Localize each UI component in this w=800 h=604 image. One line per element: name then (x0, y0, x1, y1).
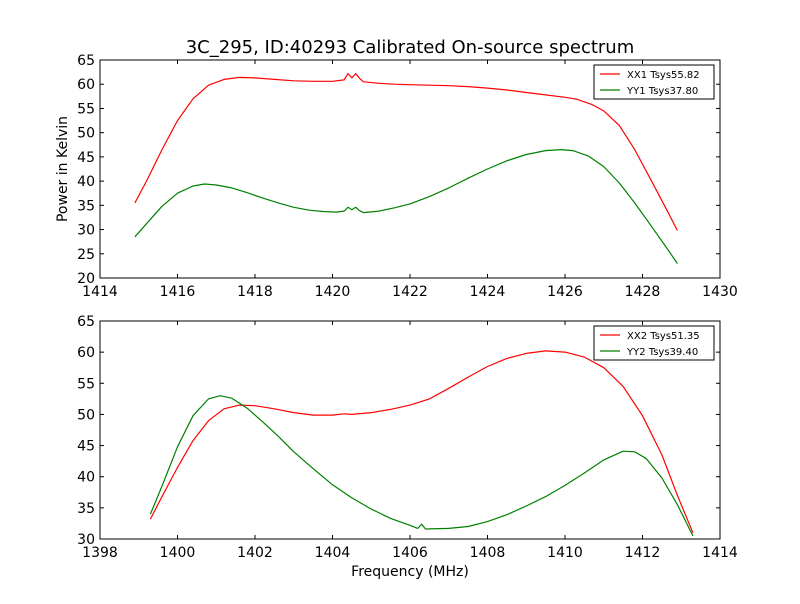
series-line-2 (134, 149, 678, 264)
y-tick-label: 35 (77, 198, 95, 214)
top-spectrum-plot: 1414 1416 1418 1420 1422 1424 1426 1428 1430 20 25… (77, 53, 738, 300)
series-line-1 (149, 350, 694, 534)
y-tick-label: 65 (77, 314, 95, 330)
y-tick-label: 50 (77, 126, 95, 142)
x-tick-label: 1430 (702, 284, 738, 300)
y-tick-label: 55 (77, 101, 95, 117)
x-tick-label: 1398 (82, 545, 118, 561)
y-tick-label: 35 (77, 501, 95, 517)
x-tick-label: 1404 (315, 545, 351, 561)
x-tick-label: 1400 (160, 545, 196, 561)
x-tick-label: 1426 (547, 284, 583, 300)
y-tick-label: 60 (77, 345, 95, 361)
x-tick-label: 1416 (160, 284, 196, 300)
series-line-1 (134, 73, 678, 231)
bottom-spectrum-plot: 1398 1400 1402 1404 1406 1408 1410 1412 1414 30 35… (77, 314, 738, 561)
x-tick-label: 1422 (392, 284, 428, 300)
y-tick-label: 40 (77, 174, 95, 190)
x-tick-label: 1418 (237, 284, 273, 300)
y-tick-label: 45 (77, 439, 95, 455)
x-axis-label: Frequency (MHz) (351, 564, 469, 580)
x-tick-label: 1408 (470, 545, 506, 561)
x-tick-label: 1414 (82, 284, 118, 300)
y-axis-label: Power in Kelvin (55, 116, 71, 222)
legend: XX2 Tsys51.35 YY2 Tsys39.40 (593, 325, 715, 361)
y-tick-label: 45 (77, 150, 95, 166)
y-tick-label: 30 (77, 532, 95, 548)
x-tick-label: 1402 (237, 545, 273, 561)
x-tick-label: 1420 (315, 284, 351, 300)
y-tick-label: 25 (77, 247, 95, 263)
x-tick-label: 1410 (547, 545, 583, 561)
y-tick-label: 50 (77, 407, 95, 423)
legend-box (593, 325, 715, 361)
x-tick-label: 1406 (392, 545, 428, 561)
y-tick-label: 60 (77, 77, 95, 93)
x-tick-label: 1424 (470, 284, 506, 300)
x-tick-label: 1412 (625, 545, 661, 561)
x-tick-label: 1428 (625, 284, 661, 300)
legend: XX1 Tsys55.82 YY1 Tsys37.80 (593, 64, 715, 100)
y-tick-label: 40 (77, 470, 95, 486)
y-tick-label: 20 (77, 271, 95, 287)
legend-label: XX2 Tsys51.35 (627, 331, 700, 342)
series-line-2 (149, 395, 694, 537)
y-tick-label: 55 (77, 376, 95, 392)
legend-label: XX1 Tsys55.82 (627, 70, 700, 81)
y-tick-label: 30 (77, 223, 95, 239)
legend-label: YY2 Tsys39.40 (626, 347, 698, 358)
y-tick-label: 65 (77, 53, 95, 69)
legend-label: YY1 Tsys37.80 (626, 86, 698, 97)
figure-title: 3C_295, ID:40293 Calibrated On-source sp… (186, 37, 635, 58)
x-tick-label: 1414 (702, 545, 738, 561)
legend-box (593, 64, 715, 100)
